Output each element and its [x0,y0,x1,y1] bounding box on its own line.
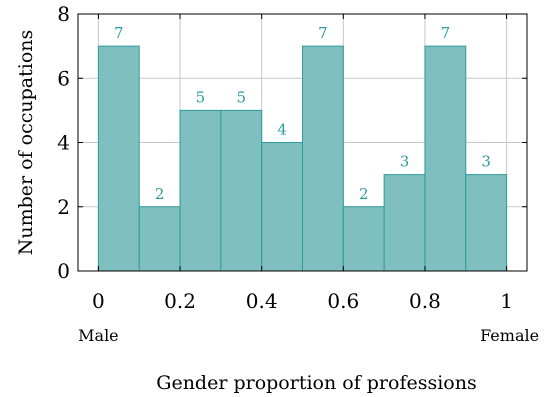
histogram-bar [261,142,304,272]
histogram-bar [220,109,263,272]
x-tick-label: 0 [92,289,105,313]
x-annotation-male: Male [78,326,119,345]
bar-value-label: 7 [441,24,451,42]
y-tick-label: 0 [57,259,70,283]
histogram-bar [97,45,140,272]
histogram-bar [302,45,344,272]
bar-value-label: 2 [359,185,369,203]
y-tick-label: 4 [57,131,70,155]
y-tick-label: 2 [57,195,70,219]
y-axis-label: Number of occupations [15,30,37,256]
bar-value-label: 5 [196,88,206,106]
bar-value-label: 7 [318,24,328,42]
bar-value-label: 4 [277,121,287,139]
x-tick-label: 0.2 [164,289,196,313]
x-axis-label: Gender proportion of professions [156,372,476,394]
x-axis-ticks: 0 0.2 0.4 0.6 0.8 1 [92,14,513,313]
x-tick-label: 0.8 [409,289,441,313]
x-tick-label: 0.4 [246,289,278,313]
bar-value-label: 2 [155,185,165,203]
bar-value-label: 3 [481,153,491,171]
y-tick-label: 8 [57,2,70,26]
histogram-bar [342,206,385,272]
bar-value-label: 3 [400,153,410,171]
bars-group [97,45,508,272]
histogram-bar [179,109,222,272]
bar-value-label: 5 [236,88,246,106]
histogram-bar [383,174,426,272]
y-tick-label: 6 [57,66,70,90]
bar-value-labels: 7 2 5 5 4 7 2 3 7 3 [114,24,491,203]
histogram-bar [424,45,467,272]
histogram-bar [465,174,508,272]
bar-value-label: 7 [114,24,124,42]
x-annotation-female: Female [480,326,539,345]
x-tick-label: 0.6 [327,289,359,313]
y-axis-ticks: 0 2 4 6 8 [57,2,527,283]
x-tick-label: 1 [500,289,513,313]
histogram-bar [138,206,181,272]
